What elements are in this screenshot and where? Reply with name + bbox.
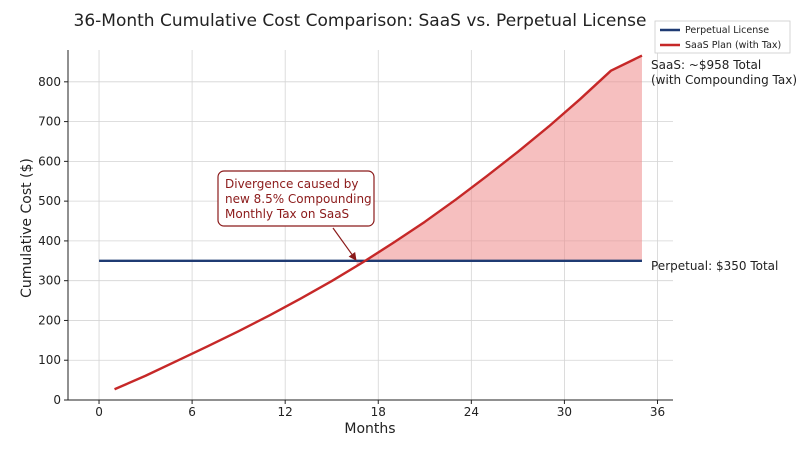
legend-label-saas: SaaS Plan (with Tax) <box>685 40 781 51</box>
x-tick-label-6: 6 <box>188 405 196 419</box>
saas-total-annotation-line2: (with Compounding Tax) <box>651 73 797 87</box>
x-tick-label-18: 18 <box>371 405 386 419</box>
legend: Perpetual License SaaS Plan (with Tax) <box>654 20 791 54</box>
y-tick-label-100: 100 <box>38 353 61 367</box>
perpetual-total-annotation: Perpetual: $350 Total <box>651 259 778 273</box>
callout-box <box>217 170 375 227</box>
y-axis-label: Cumulative Cost ($) <box>19 158 35 298</box>
fill-area <box>356 55 642 267</box>
y-tick-label-300: 300 <box>38 274 61 288</box>
fill-area-path <box>356 55 642 267</box>
y-tick-label-200: 200 <box>38 313 61 327</box>
y-axis-ticks: 0 100 200 300 400 500 600 700 800 <box>38 75 68 407</box>
x-axis-ticks: 0 6 12 18 24 30 36 <box>95 400 665 419</box>
x-axis-label: Months <box>344 421 395 437</box>
legend-label-perpetual: Perpetual License <box>685 25 769 36</box>
series-lines <box>99 54 643 391</box>
callout-line2: new 8.5% Compounding <box>225 192 372 206</box>
x-tick-label-24: 24 <box>464 405 479 419</box>
chart-title: 36-Month Cumulative Cost Comparison: Saa… <box>74 11 647 31</box>
series-line-saas <box>114 54 643 391</box>
y-tick-label-0: 0 <box>53 393 61 407</box>
y-tick-label-600: 600 <box>38 154 61 168</box>
legend-box <box>654 20 791 54</box>
y-tick-label-800: 800 <box>38 75 61 89</box>
callout-arrowhead <box>348 251 357 261</box>
saas-total-annotation-line1: SaaS: ~$958 Total <box>651 58 761 72</box>
y-tick-label-500: 500 <box>38 194 61 208</box>
x-tick-label-0: 0 <box>95 405 103 419</box>
x-tick-label-30: 30 <box>557 405 572 419</box>
callout-line3: Monthly Tax on SaaS <box>225 207 349 221</box>
callout-arrow <box>332 227 353 255</box>
y-tick-label-700: 700 <box>38 115 61 129</box>
callout-line1: Divergence caused by <box>225 177 359 191</box>
callout: Divergence caused by new 8.5% Compoundin… <box>217 170 375 261</box>
x-tick-label-12: 12 <box>278 405 293 419</box>
x-tick-label-36: 36 <box>650 405 665 419</box>
y-tick-label-400: 400 <box>38 234 61 248</box>
